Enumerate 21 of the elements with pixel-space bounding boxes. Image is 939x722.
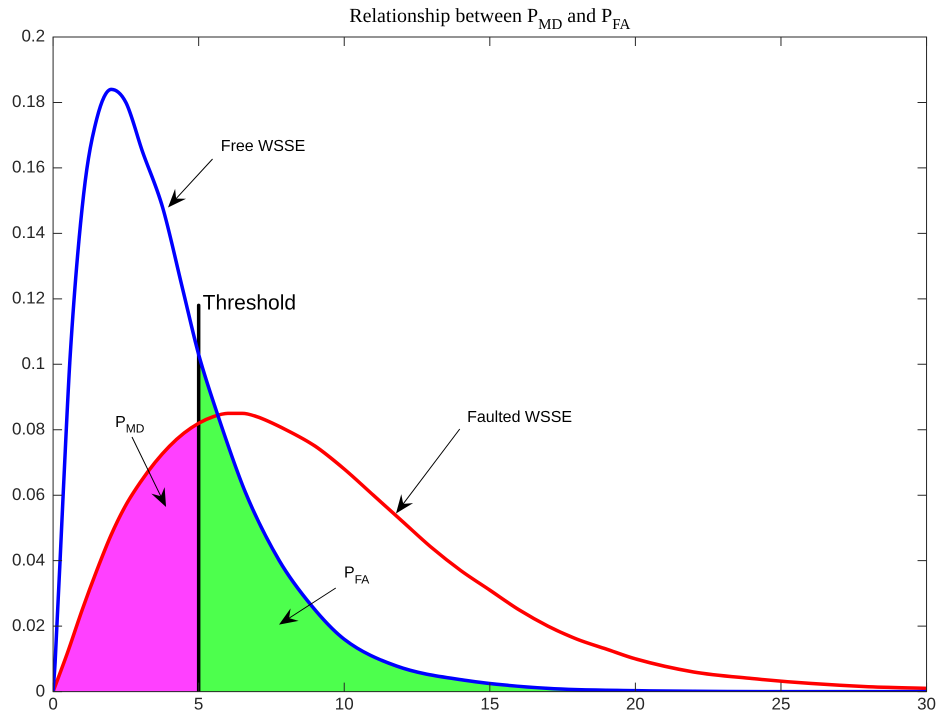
x-tick-label: 20: [626, 694, 645, 714]
y-tick-label: 0.2: [21, 26, 46, 46]
y-tick-label: 0.18: [12, 92, 46, 112]
y-tick-label: 0.1: [21, 354, 46, 373]
x-tick-label: 10: [334, 694, 354, 714]
x-tick-label: 0: [48, 694, 58, 714]
y-tick-label: 0.02: [12, 616, 46, 635]
y-tick-label: 0.06: [12, 484, 46, 504]
annotation: Free WSSE: [220, 138, 306, 155]
y-tick-label: 0.04: [12, 550, 46, 570]
x-tick-label: 25: [772, 694, 790, 714]
x-tick-label: 15: [480, 694, 500, 714]
y-tick-label: 0.16: [12, 158, 46, 177]
annotation: Faulted WSSE: [467, 408, 572, 426]
x-tick-label: 5: [194, 694, 204, 714]
y-tick-label: 0.14: [12, 223, 46, 242]
y-tick-label: 0.08: [12, 419, 46, 438]
annotation: Threshold: [202, 291, 296, 314]
x-tick-label: 30: [917, 694, 936, 714]
y-tick-label: 0.12: [12, 288, 46, 308]
y-tick-label: 0: [36, 681, 46, 700]
